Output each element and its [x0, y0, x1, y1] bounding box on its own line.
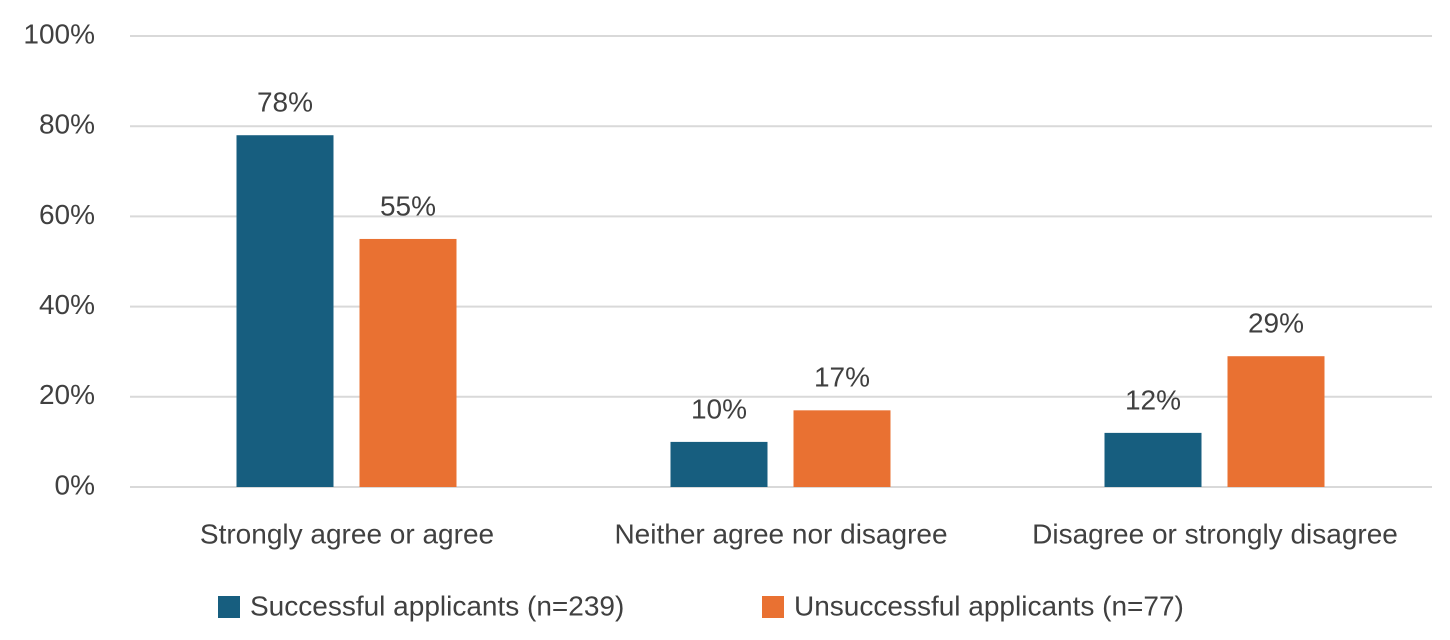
legend-label: Unsuccessful applicants (n=77) — [794, 590, 1184, 621]
legend-swatch — [218, 596, 240, 618]
y-tick-label: 20% — [39, 379, 95, 410]
value-label: 29% — [1248, 308, 1304, 339]
y-tick-label: 60% — [39, 199, 95, 230]
value-label: 55% — [380, 190, 436, 221]
bar — [793, 410, 891, 487]
bar — [1227, 356, 1325, 487]
value-label: 17% — [814, 362, 870, 393]
bar — [670, 441, 768, 487]
x-tick-label: Neither agree nor disagree — [614, 518, 947, 549]
bar — [1104, 432, 1202, 487]
bar — [236, 135, 334, 487]
y-tick-label: 0% — [55, 469, 95, 500]
y-tick-label: 100% — [23, 18, 95, 49]
y-tick-label: 80% — [39, 109, 95, 140]
x-tick-label: Disagree or strongly disagree — [1032, 518, 1398, 549]
value-label: 78% — [257, 87, 313, 118]
bar — [359, 238, 457, 487]
legend-label: Successful applicants (n=239) — [250, 590, 624, 621]
y-tick-label: 40% — [39, 289, 95, 320]
x-tick-label: Strongly agree or agree — [200, 518, 494, 549]
value-label: 10% — [691, 393, 747, 424]
legend-swatch — [762, 596, 784, 618]
value-label: 12% — [1125, 384, 1181, 415]
